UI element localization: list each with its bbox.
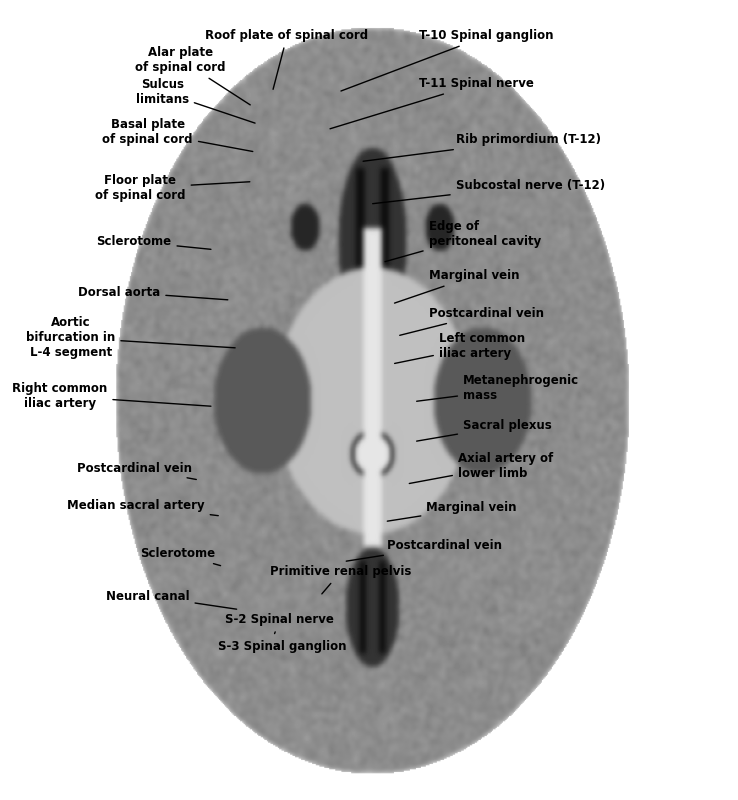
Text: Marginal vein: Marginal vein bbox=[387, 502, 517, 521]
Text: Floor plate
of spinal cord: Floor plate of spinal cord bbox=[95, 174, 249, 202]
Text: Postcardinal vein: Postcardinal vein bbox=[400, 307, 544, 335]
Text: T-10 Spinal ganglion: T-10 Spinal ganglion bbox=[341, 30, 554, 91]
Text: Subcostal nerve (T-12): Subcostal nerve (T-12) bbox=[373, 179, 605, 204]
Text: S-3 Spinal ganglion: S-3 Spinal ganglion bbox=[218, 640, 346, 653]
Text: T-11 Spinal nerve: T-11 Spinal nerve bbox=[330, 78, 534, 129]
Text: Edge of
peritoneal cavity: Edge of peritoneal cavity bbox=[385, 219, 541, 262]
Text: Marginal vein: Marginal vein bbox=[395, 270, 519, 303]
Text: Postcardinal vein: Postcardinal vein bbox=[77, 462, 196, 479]
Text: Neural canal: Neural canal bbox=[106, 590, 237, 609]
Text: Left common
iliac artery: Left common iliac artery bbox=[395, 331, 525, 363]
Text: Axial artery of
lower limb: Axial artery of lower limb bbox=[410, 451, 554, 483]
Text: Sclerotome: Sclerotome bbox=[140, 547, 221, 566]
Text: Rib primordium (T-12): Rib primordium (T-12) bbox=[363, 134, 601, 162]
Text: Postcardinal vein: Postcardinal vein bbox=[346, 539, 503, 561]
Text: Sulcus
limitans: Sulcus limitans bbox=[136, 78, 255, 123]
Text: Aortic
bifurcation in
L-4 segment: Aortic bifurcation in L-4 segment bbox=[26, 316, 235, 359]
Text: Metanephrogenic
mass: Metanephrogenic mass bbox=[417, 374, 579, 402]
Text: Sclerotome: Sclerotome bbox=[97, 235, 211, 250]
Text: Right common
iliac artery: Right common iliac artery bbox=[12, 382, 211, 410]
Text: S-2 Spinal nerve: S-2 Spinal nerve bbox=[225, 614, 334, 634]
Text: Primitive renal pelvis: Primitive renal pelvis bbox=[270, 566, 411, 594]
Text: Median sacral artery: Median sacral artery bbox=[67, 499, 218, 516]
Text: Sacral plexus: Sacral plexus bbox=[417, 419, 552, 441]
Text: Roof plate of spinal cord: Roof plate of spinal cord bbox=[205, 30, 368, 90]
Text: Basal plate
of spinal cord: Basal plate of spinal cord bbox=[103, 118, 253, 151]
Text: Dorsal aorta: Dorsal aorta bbox=[78, 286, 228, 300]
Text: Alar plate
of spinal cord: Alar plate of spinal cord bbox=[136, 46, 250, 105]
